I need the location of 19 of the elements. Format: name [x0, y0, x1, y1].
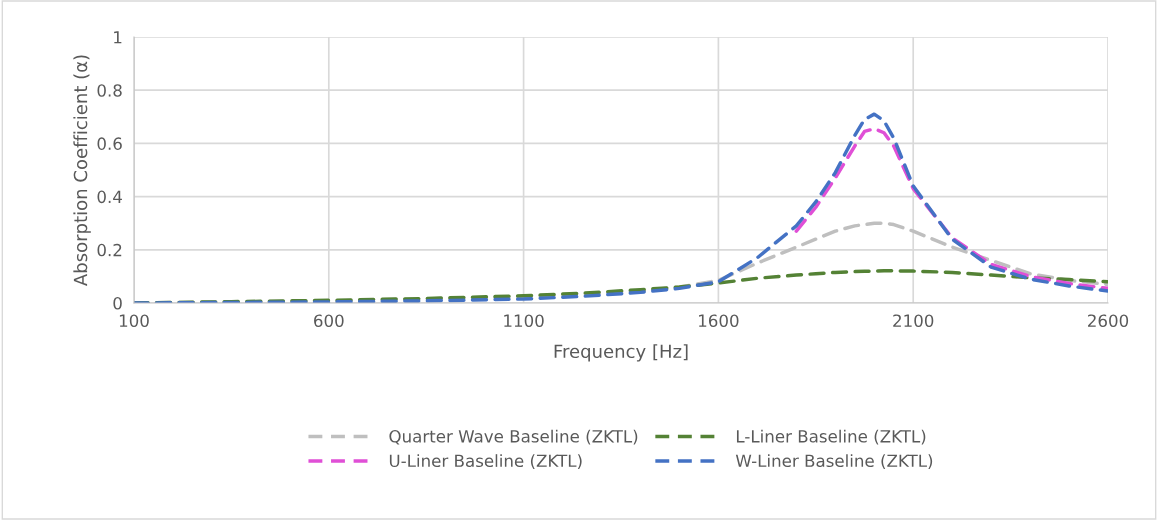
y-tick-label: 0: [113, 296, 122, 310]
legend-label: Quarter Wave Baseline (ZKTL): [389, 429, 638, 445]
x-tick-label: 1600: [699, 314, 739, 328]
x-tick-label: 1100: [504, 314, 544, 328]
line-series: [794, 127, 1108, 291]
x-axis-title: Frequency [Hz]: [554, 344, 688, 362]
x-tick-label: 100: [119, 314, 149, 328]
x-tick-label: 600: [314, 314, 344, 328]
x-tick-label: 2100: [893, 314, 934, 328]
y-tick-label: 0.2: [97, 243, 122, 257]
y-axis-title: Absorption Coefficient (α): [73, 55, 91, 286]
legend-label: U-Liner Baseline (ZKTL): [389, 454, 582, 470]
legend-label: L-Liner Baseline (ZKTL): [736, 429, 926, 445]
legend-label: W-Liner Baseline (ZKTL): [735, 454, 933, 470]
x-tick-label: 2600: [1088, 314, 1129, 328]
y-tick-label: 0.4: [97, 190, 122, 204]
y-tick-label: 1: [114, 31, 122, 44]
y-tick-label: 0.6: [97, 137, 122, 150]
y-tick-label: 0.8: [97, 84, 122, 97]
